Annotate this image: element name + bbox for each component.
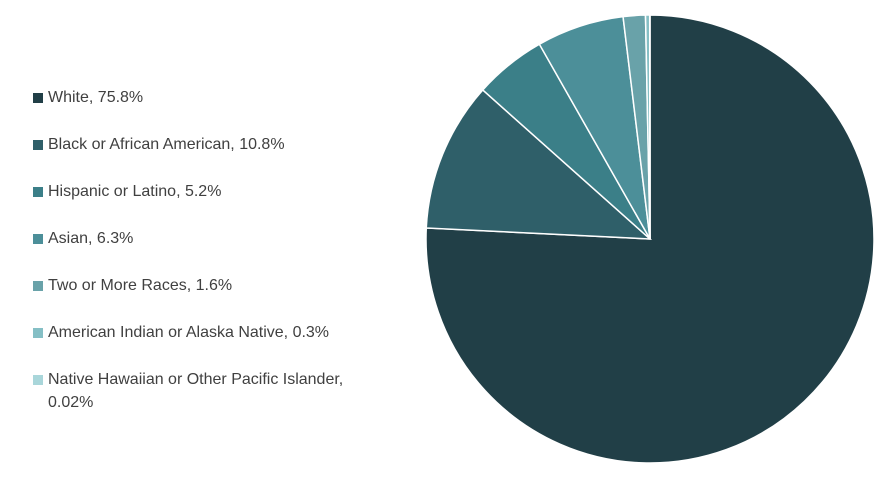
legend-item: Asian, 6.3% bbox=[33, 227, 373, 274]
legend-swatch bbox=[33, 187, 43, 197]
legend: White, 75.8% Black or African American, 1… bbox=[33, 86, 373, 415]
legend-swatch bbox=[33, 281, 43, 291]
legend-label: Black or African American, 10.8% bbox=[48, 136, 285, 153]
legend-label: Native Hawaiian or Other Pacific Islande… bbox=[48, 371, 344, 411]
legend-item: Hispanic or Latino, 5.2% bbox=[33, 180, 373, 227]
legend-label: White, 75.8% bbox=[48, 89, 144, 106]
legend-item: Native Hawaiian or Other Pacific Islande… bbox=[33, 368, 373, 415]
legend-item: White, 75.8% bbox=[33, 86, 373, 133]
legend-swatch bbox=[33, 375, 43, 385]
legend-label: Two or More Races, 1.6% bbox=[48, 277, 233, 294]
legend-item: Black or African American, 10.8% bbox=[33, 133, 373, 180]
legend-swatch bbox=[33, 234, 43, 244]
legend-swatch bbox=[33, 328, 43, 338]
legend-item: Two or More Races, 1.6% bbox=[33, 274, 373, 321]
legend-swatch bbox=[33, 140, 43, 150]
legend-label: American Indian or Alaska Native, 0.3% bbox=[48, 324, 330, 341]
pie-slice bbox=[425, 14, 875, 464]
legend-label: Hispanic or Latino, 5.2% bbox=[48, 183, 222, 200]
legend-label: Asian, 6.3% bbox=[48, 230, 134, 247]
legend-item: American Indian or Alaska Native, 0.3% bbox=[33, 321, 373, 368]
legend-swatch bbox=[33, 93, 43, 103]
pie-slice bbox=[425, 88, 653, 240]
